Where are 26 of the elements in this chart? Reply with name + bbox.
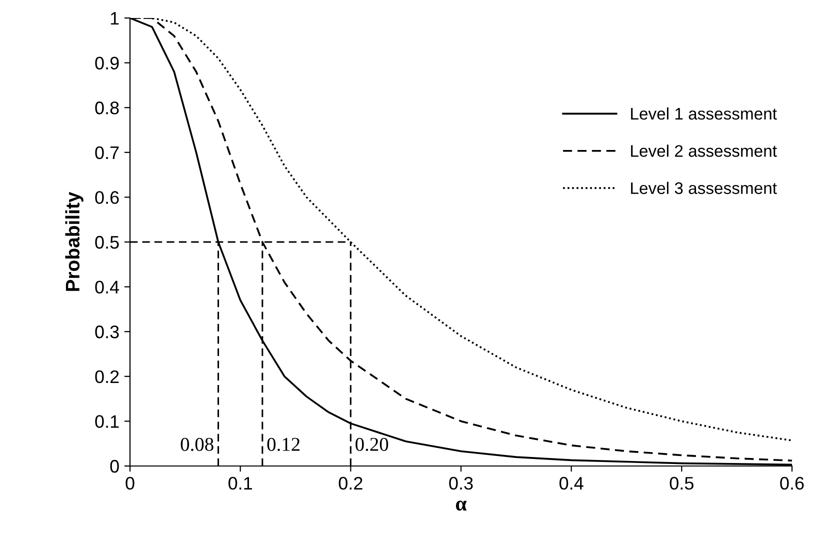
y-tick-label: 0.9 (95, 56, 119, 70)
y-tick-label: 0.7 (95, 146, 119, 160)
x-tick-label: 0.1 (228, 476, 252, 490)
x-tick-label: 0.4 (559, 476, 584, 490)
x-tick-label: 0.3 (449, 476, 473, 490)
x-tick-label: 0 (126, 476, 134, 490)
y-tick-label: 0 (110, 460, 119, 473)
annotation: 0.12 (267, 438, 300, 452)
x-axis-title: α (456, 500, 467, 511)
y-tick-label: 0.6 (95, 191, 119, 204)
legend-label: Level 2 assessment (631, 144, 777, 157)
y-tick-label: 0.3 (95, 326, 119, 338)
y-tick-label: 0.5 (95, 236, 119, 249)
x-tick-label: 0.5 (670, 476, 694, 490)
y-axis-title: Probability (65, 192, 84, 291)
annotation: 0.20 (356, 438, 388, 452)
x-tick-label: 0.6 (780, 476, 804, 490)
legend-label: Level 1 assessment (631, 107, 777, 120)
annotation: 0.08 (180, 438, 214, 452)
y-tick-label: 0.8 (95, 102, 119, 114)
y-tick-label: 0.2 (95, 370, 119, 384)
legend-label: Level 3 assessment (631, 182, 777, 194)
x-tick-label: 0.2 (338, 476, 362, 490)
y-tick-label: 1 (110, 12, 119, 25)
y-tick-label: 0.1 (95, 415, 119, 428)
y-tick-label: 0.4 (95, 280, 120, 294)
